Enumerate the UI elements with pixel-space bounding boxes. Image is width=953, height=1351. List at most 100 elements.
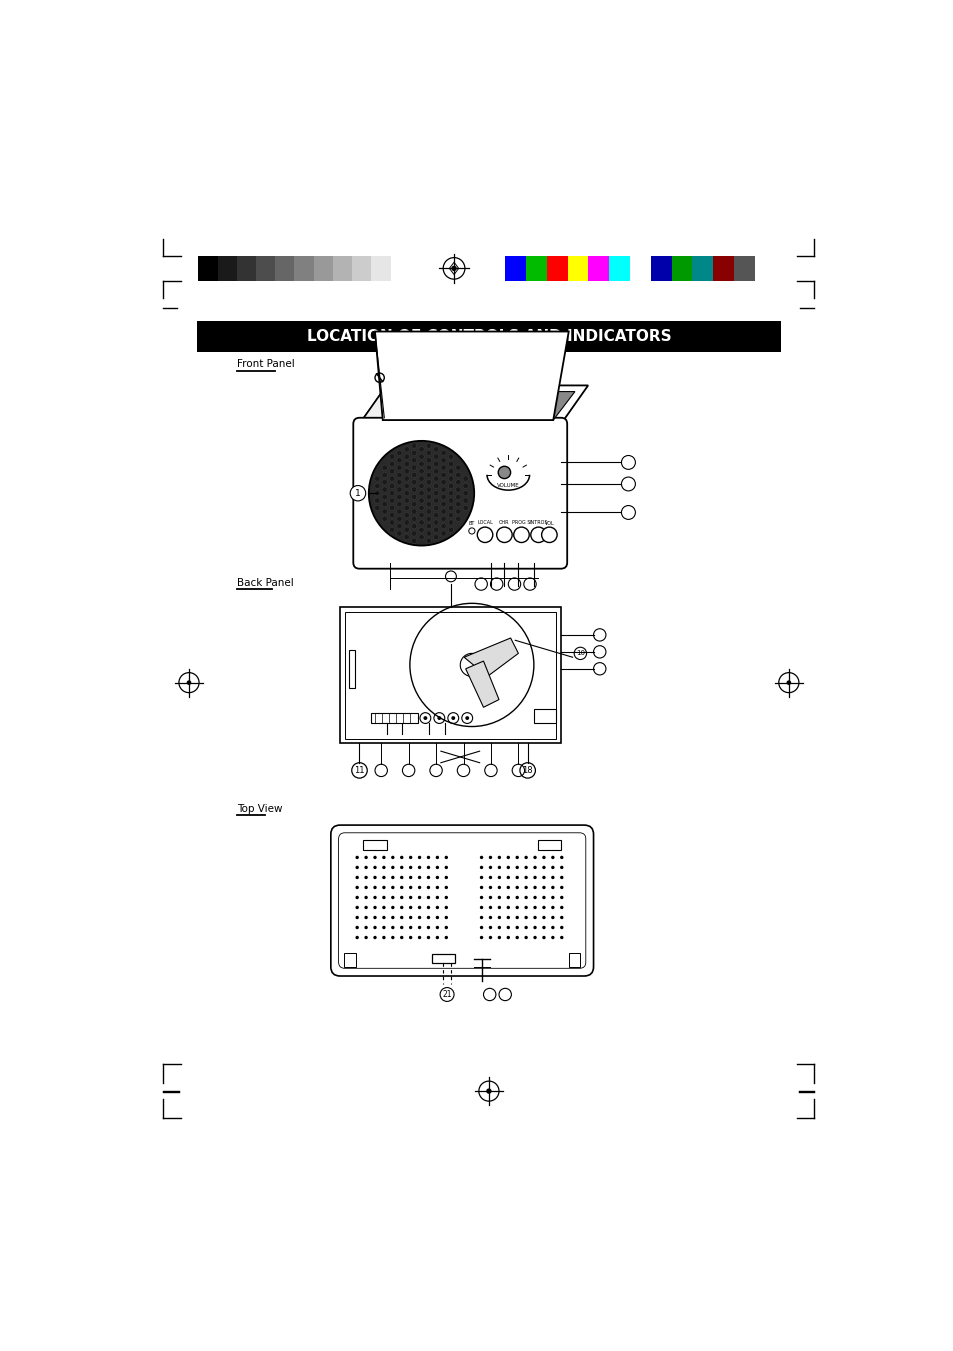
Circle shape <box>551 896 554 900</box>
Circle shape <box>375 490 379 496</box>
Circle shape <box>497 855 500 859</box>
Circle shape <box>411 486 416 492</box>
Circle shape <box>381 473 387 478</box>
Circle shape <box>456 501 460 507</box>
Circle shape <box>418 476 424 481</box>
Circle shape <box>404 527 409 532</box>
Circle shape <box>409 905 412 909</box>
Bar <box>534 709 555 723</box>
Circle shape <box>396 501 402 507</box>
Circle shape <box>440 509 446 515</box>
Circle shape <box>426 538 431 543</box>
Text: CHR: CHR <box>498 520 509 526</box>
Circle shape <box>364 875 368 880</box>
Circle shape <box>426 523 431 528</box>
Circle shape <box>409 925 412 929</box>
FancyBboxPatch shape <box>338 832 585 969</box>
Bar <box>588 257 609 281</box>
Circle shape <box>396 509 402 515</box>
Circle shape <box>559 925 563 929</box>
Circle shape <box>551 936 554 939</box>
Text: LOCATION OF CONTROLS AND INDICATORS: LOCATION OF CONTROLS AND INDICATORS <box>306 328 671 343</box>
Circle shape <box>479 905 483 909</box>
Circle shape <box>364 916 368 919</box>
Circle shape <box>381 465 387 470</box>
Circle shape <box>409 886 412 889</box>
Circle shape <box>433 469 438 474</box>
Circle shape <box>389 490 395 496</box>
Circle shape <box>444 866 448 869</box>
Circle shape <box>426 916 430 919</box>
Circle shape <box>497 916 500 919</box>
Circle shape <box>440 480 446 485</box>
Circle shape <box>418 512 424 517</box>
Circle shape <box>418 490 424 496</box>
Circle shape <box>551 875 554 880</box>
Circle shape <box>497 466 510 478</box>
Circle shape <box>559 866 563 869</box>
Circle shape <box>444 925 448 929</box>
Circle shape <box>440 494 446 500</box>
Circle shape <box>426 516 431 521</box>
Text: VOLUME: VOLUME <box>497 484 519 488</box>
Circle shape <box>506 896 510 900</box>
Circle shape <box>488 925 492 929</box>
Circle shape <box>444 875 448 880</box>
Circle shape <box>409 916 412 919</box>
Circle shape <box>559 886 563 889</box>
Circle shape <box>497 896 500 900</box>
Circle shape <box>436 936 438 939</box>
Circle shape <box>375 476 379 481</box>
Circle shape <box>389 461 395 466</box>
Circle shape <box>389 484 395 489</box>
Circle shape <box>418 447 424 453</box>
Circle shape <box>541 896 545 900</box>
Circle shape <box>411 501 416 507</box>
Bar <box>344 612 556 739</box>
Circle shape <box>533 896 537 900</box>
Circle shape <box>451 266 456 272</box>
Circle shape <box>433 461 438 466</box>
Bar <box>352 257 371 281</box>
Polygon shape <box>375 331 568 420</box>
Circle shape <box>559 936 563 939</box>
Circle shape <box>404 490 409 496</box>
Circle shape <box>417 905 421 909</box>
Circle shape <box>462 490 468 496</box>
Circle shape <box>433 454 438 459</box>
Circle shape <box>396 473 402 478</box>
Circle shape <box>559 896 563 900</box>
Circle shape <box>396 450 402 455</box>
Circle shape <box>404 520 409 526</box>
Circle shape <box>399 936 403 939</box>
Circle shape <box>426 458 431 463</box>
Polygon shape <box>359 385 587 424</box>
Circle shape <box>382 886 385 889</box>
Circle shape <box>417 936 421 939</box>
Circle shape <box>479 886 483 889</box>
Circle shape <box>433 476 438 481</box>
Circle shape <box>456 516 460 521</box>
Circle shape <box>433 497 438 503</box>
Circle shape <box>389 497 395 503</box>
Circle shape <box>426 886 430 889</box>
Circle shape <box>426 896 430 900</box>
Bar <box>371 257 390 281</box>
FancyBboxPatch shape <box>353 417 567 569</box>
Circle shape <box>444 905 448 909</box>
Circle shape <box>506 936 510 939</box>
Circle shape <box>440 523 446 528</box>
Circle shape <box>409 936 412 939</box>
Circle shape <box>355 896 358 900</box>
Circle shape <box>448 454 454 459</box>
Bar <box>275 257 294 281</box>
Circle shape <box>559 905 563 909</box>
Circle shape <box>391 866 395 869</box>
Circle shape <box>436 905 438 909</box>
Circle shape <box>488 886 492 889</box>
Circle shape <box>391 855 395 859</box>
Circle shape <box>404 512 409 517</box>
Circle shape <box>399 866 403 869</box>
Text: 11: 11 <box>354 766 364 775</box>
Circle shape <box>418 535 424 540</box>
